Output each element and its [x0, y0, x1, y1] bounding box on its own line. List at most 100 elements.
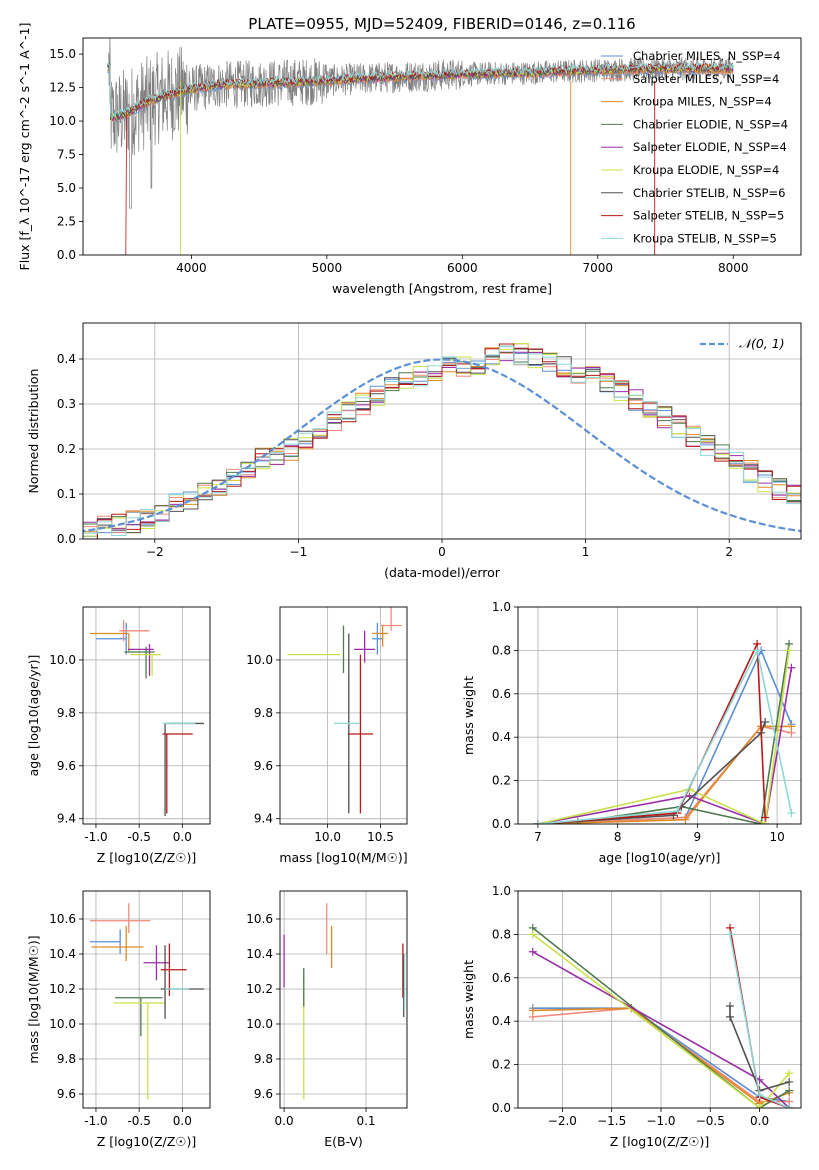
y-axis-label: Normed distribution [26, 369, 41, 494]
x-axis-label: (data-model)/error [384, 565, 501, 580]
x-tick-label: 10 [769, 830, 784, 844]
data-point-marker [785, 1069, 794, 1078]
x-tick-label: 7000 [583, 261, 614, 275]
x-axis-label: Z [log10(Z/Z☉)] [610, 1134, 710, 1149]
y-tick-label: 0.0 [57, 532, 76, 546]
y-tick-label: 2.5 [57, 215, 76, 229]
y-tick-label: 10.6 [246, 912, 273, 926]
y-tick-label: 10.4 [49, 947, 76, 961]
figure-title: PLATE=0955, MJD=52409, FIBERID=0146, z=0… [248, 15, 635, 33]
y-tick-label: 0.6 [492, 971, 511, 985]
x-tick-label: 10.5 [367, 830, 394, 844]
y-tick-label: 5.0 [57, 181, 76, 195]
data-point-marker [673, 806, 682, 815]
x-axis-label: wavelength [Angstrom, rest frame] [332, 281, 552, 296]
plot-area [528, 923, 794, 1108]
data-point-marker [726, 1002, 735, 1011]
plot-area [533, 639, 796, 824]
y-tick-label: 0.0 [57, 248, 76, 262]
x-tick-label: -1.0 [84, 830, 107, 844]
x-tick-label: 9 [694, 830, 702, 844]
histogram-chabrier-stelib [83, 348, 801, 539]
y-tick-label: 9.8 [57, 706, 76, 720]
plot-area [107, 38, 734, 255]
y-tick-label: 0.1 [57, 487, 76, 501]
y-tick-label: 10.2 [49, 982, 76, 996]
x-tick-label: -1.0 [84, 1114, 107, 1128]
legend-entry: Salpeter ELODIE, N_SSP=4 [633, 140, 787, 154]
y-tick-label: 0.0 [492, 817, 511, 831]
y-tick-label: 0.4 [492, 730, 511, 744]
x-tick-label: −0.5 [696, 1114, 725, 1128]
plot-area [89, 903, 204, 1100]
y-tick-label: 10.2 [246, 982, 273, 996]
y-tick-label: 0.2 [492, 774, 511, 788]
y-axis-label: mass weight [461, 676, 476, 755]
y-tick-label: 9.6 [57, 1087, 76, 1101]
x-tick-label: -0.5 [127, 830, 150, 844]
x-tick-label: 5000 [312, 261, 343, 275]
histogram-kroupa-miles [83, 343, 801, 533]
data-point-marker [787, 722, 796, 731]
massweight-line [537, 643, 766, 824]
x-tick-label: −1 [290, 545, 308, 559]
y-tick-label: 9.4 [254, 812, 273, 826]
data-point-marker [785, 1077, 794, 1086]
x-tick-label: 0.0 [173, 1114, 192, 1128]
x-tick-label: −2.0 [548, 1114, 577, 1128]
data-point-marker [785, 646, 794, 655]
panel-age-vs-Z: -1.0 -0.5 0.0 9.4 9.6 9.8 10.0 Z [log10(Z/Z☉)] a… [26, 606, 211, 865]
histogram-chabrier-elodie [83, 345, 801, 533]
x-tick-label: 0 [438, 545, 446, 559]
x-axis-label: mass [log10(M/M☉)] [279, 850, 407, 865]
axes-frame [517, 890, 802, 1109]
x-tick-label: 4000 [176, 261, 207, 275]
y-tick-label: 0.2 [492, 1058, 511, 1072]
histogram-kroupa-stelib [83, 346, 801, 536]
plot-area [83, 343, 801, 539]
axes-frame [279, 890, 408, 1109]
y-tick-label: 0.8 [492, 643, 511, 657]
y-tick-label: 0.4 [57, 352, 76, 366]
model-spectrum-salpeter-stelib [120, 62, 734, 255]
x-tick-label: 2 [725, 545, 733, 559]
panel-mass-vs-Z: -1.0 -0.5 0.0 9.6 9.8 10.0 10.2 10.4 10.6 Z [log1… [26, 890, 211, 1149]
y-tick-label: 10.4 [246, 947, 273, 961]
x-tick-label: 0.0 [750, 1114, 769, 1128]
data-point-marker [528, 930, 537, 939]
y-tick-label: 10.0 [246, 653, 273, 667]
x-tick-label: 0.0 [173, 830, 192, 844]
axes-frame [279, 606, 408, 825]
y-tick-label: 15.0 [49, 47, 76, 61]
y-tick-label: 9.8 [254, 1052, 273, 1066]
model-spectrum-kroupa-stelib [107, 61, 734, 118]
legend-entry: Chabrier ELODIE, N_SSP=4 [633, 117, 788, 131]
x-tick-label: 10.0 [314, 830, 341, 844]
x-tick-label: −1.5 [597, 1114, 626, 1128]
x-tick-label: 8 [614, 830, 622, 844]
y-tick-label: 10.0 [246, 1017, 273, 1031]
data-point-marker [761, 813, 770, 822]
x-axis-label: Z [log10(Z/Z☉)] [97, 850, 197, 865]
x-tick-label: 6000 [447, 261, 478, 275]
x-tick-label: 1 [582, 545, 590, 559]
data-point-marker [726, 1012, 735, 1021]
y-axis-label: age [log10(age/yr)] [26, 655, 41, 777]
panel-spectrum: 4000 5000 6000 7000 8000 0.0 2.5 5.0 7.5 10.0 12.5… [17, 23, 802, 296]
data-point-marker [785, 1086, 794, 1095]
legend-entry: Salpeter STELIB, N_SSP=5 [633, 209, 784, 223]
panel-age-vs-mass: 10.0 10.5 9.4 9.6 9.8 10.0 mass [log10(M/M☉)] [246, 606, 408, 865]
axes-frame [82, 37, 802, 256]
y-tick-label: 9.4 [57, 812, 76, 826]
data-point-marker [787, 809, 796, 818]
data-point-marker [785, 1104, 794, 1108]
legend-entry: Kroupa STELIB, N_SSP=5 [633, 231, 777, 245]
axes-frame [82, 322, 802, 540]
y-tick-label: 0.0 [492, 1101, 511, 1115]
data-point-marker [755, 1090, 764, 1099]
massweight-line [532, 927, 790, 1108]
y-tick-label: 0.4 [492, 1014, 511, 1028]
x-tick-label: 0.1 [356, 1114, 375, 1128]
y-tick-label: 0.6 [492, 687, 511, 701]
data-point-marker [761, 718, 770, 727]
